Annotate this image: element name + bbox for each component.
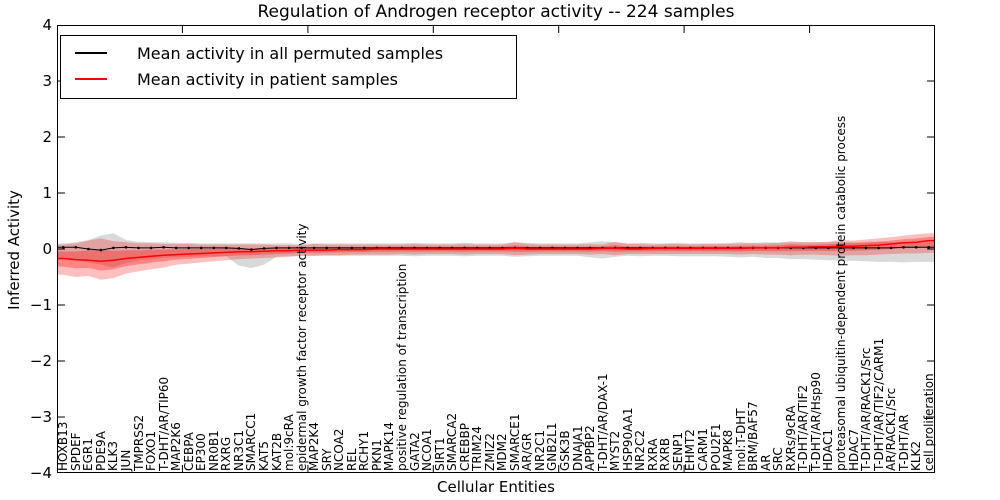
permuted-line-marker: [839, 246, 843, 250]
plot-area: HOXB13 SPDEF EGR1 PDE9A KLK3 JUN TMPRSS2 FOXO1 T…: [56, 25, 936, 473]
permuted-band: [57, 233, 935, 268]
chart-canvas: [57, 25, 935, 473]
y-tick-label: 4: [42, 16, 52, 34]
permuted-line-marker: [62, 246, 65, 249]
patient-line-swatch: [75, 78, 107, 80]
permuted-line-marker: [74, 246, 78, 249]
patient-band: [57, 233, 935, 280]
permuted-line-marker: [262, 247, 266, 250]
y-tick-label: 1: [42, 184, 52, 202]
permuted-line-marker: [275, 246, 278, 250]
permuted-line-marker: [325, 246, 329, 250]
y-tick-label: 0: [42, 240, 52, 258]
permuted-line-marker: [124, 246, 128, 249]
permuted-line-marker: [927, 246, 930, 249]
permuted-line-marker: [300, 246, 303, 250]
permuted-line-marker: [250, 248, 253, 251]
axes-frame: [57, 25, 935, 473]
y-tick-label: −3: [29, 408, 52, 426]
permuted-line-marker: [174, 246, 178, 250]
permuted-line-marker: [852, 246, 855, 250]
y-tick-label: −1: [29, 296, 52, 314]
permuted-line-marker: [337, 246, 341, 250]
permuted-line-marker: [112, 246, 115, 250]
permuted-line-marker: [864, 246, 868, 250]
permuted-line-marker: [312, 246, 316, 250]
y-tick-label: −4: [29, 464, 52, 482]
permuted-line-marker: [889, 246, 893, 250]
permuted-line-marker: [363, 246, 366, 250]
permuted-line-marker: [149, 246, 153, 250]
permuted-line-marker: [914, 246, 918, 249]
permuted-line-marker: [199, 246, 203, 250]
permuted-line-marker: [187, 246, 190, 250]
permuted-line-swatch: [75, 52, 107, 54]
legend-label: Mean activity in patient samples: [137, 69, 398, 89]
permuted-line-marker: [162, 246, 165, 249]
permuted-line-marker: [287, 246, 291, 250]
patient-line: [57, 239, 935, 263]
legend-entry-patient: Mean activity in patient samples: [61, 66, 516, 92]
permuted-line-marker: [99, 248, 103, 252]
patient-band-core: [57, 237, 935, 271]
permuted-line-marker: [902, 246, 905, 249]
x-axis-label: Cellular Entities: [437, 478, 555, 496]
permuted-line-marker: [350, 246, 354, 250]
permuted-line-marker: [137, 246, 140, 250]
legend: Mean activity in all permuted samples Me…: [60, 35, 517, 99]
permuted-line-marker: [225, 246, 228, 250]
permuted-line-marker: [87, 247, 90, 251]
permuted-line-marker: [237, 247, 241, 250]
permuted-line-marker: [212, 246, 216, 250]
y-tick-label: 2: [42, 128, 52, 146]
permuted-line-marker: [877, 246, 880, 250]
y-tick-label: 3: [42, 72, 52, 90]
legend-label: Mean activity in all permuted samples: [137, 43, 444, 63]
chart-title: Regulation of Androgen receptor activity…: [257, 2, 735, 22]
legend-entry-permuted: Mean activity in all permuted samples: [61, 40, 516, 66]
y-tick-label: −2: [29, 352, 52, 370]
